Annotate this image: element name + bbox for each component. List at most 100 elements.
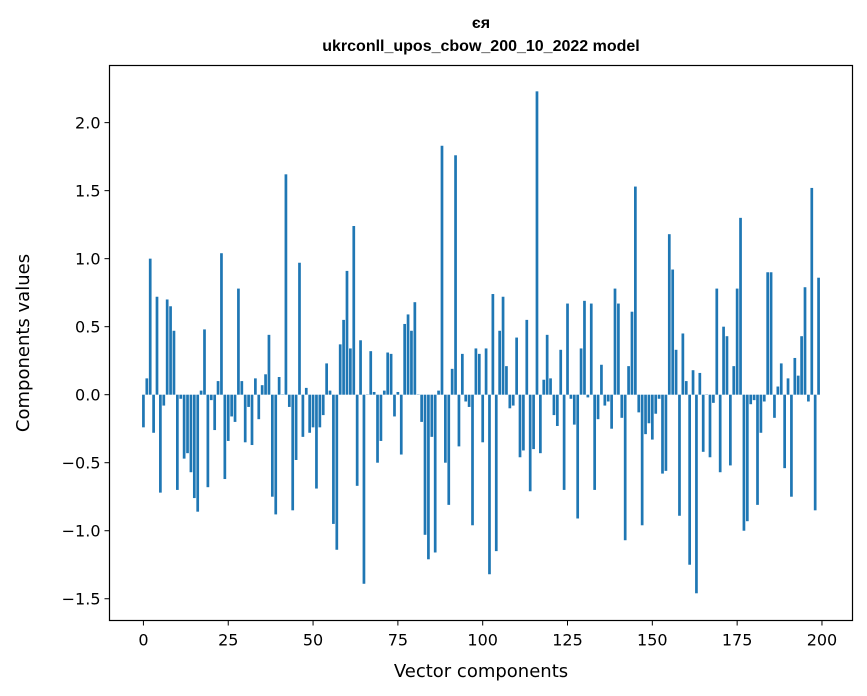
bar [471,394,474,526]
bar [427,394,430,560]
bar [257,394,261,420]
plot-frame [108,64,854,622]
bar [722,326,725,395]
x-tick-label: 200 [807,631,838,650]
bar [477,353,481,395]
bar [698,372,702,395]
bar [447,394,451,505]
bar [545,334,549,395]
bar [349,348,352,395]
bar [745,394,749,522]
bar [216,381,220,395]
bar [467,394,471,407]
bar [742,394,746,531]
bar [542,379,546,395]
y-tick-label: −1.0 [62,522,101,541]
bar [460,353,464,395]
bar [359,340,362,395]
bar [315,394,318,489]
bar [596,394,600,420]
bar [488,394,491,575]
x-tick-label: 25 [218,631,238,650]
bar [209,394,213,401]
bar [145,378,149,395]
bar [223,394,227,480]
bar [817,277,820,395]
bar [233,394,237,422]
bar [298,262,301,395]
bar [539,394,542,454]
bar [786,378,790,395]
bar [203,329,206,395]
bar [230,394,233,417]
bar [406,314,410,395]
bar [773,394,776,418]
bar [579,348,583,395]
y-tick-label: −1.5 [62,590,101,609]
bar [464,394,468,402]
bar [769,272,773,395]
bar [718,394,722,473]
bar [277,377,281,395]
bar [695,394,698,594]
bar [474,348,478,395]
y-axis-label: Components values [13,254,34,432]
bar [511,394,515,406]
bar [196,394,200,512]
bar [142,394,145,428]
bar [250,394,254,446]
bar [535,91,539,395]
bar [270,394,274,497]
bar [606,394,610,402]
bar [674,349,678,395]
y-axis-ticks: −1.5 −1.0 −0.5 0.0 0.5 1.0 1.5 2.0 [62,114,110,609]
bar [712,394,715,403]
bar [396,391,400,395]
bar [515,337,518,395]
bar [182,394,186,459]
bar [321,394,325,416]
bar [450,368,454,395]
chart-title: єя [472,15,490,32]
bar [684,381,688,395]
bar [430,394,434,437]
bar [172,330,176,395]
bar [528,394,532,492]
bar [759,394,763,433]
bar [254,378,257,395]
bar [647,394,651,424]
bar [304,387,308,395]
bar [532,394,535,450]
bar [169,306,172,395]
bar [667,234,671,395]
bar [376,394,379,463]
bar [637,394,641,413]
bar [413,302,417,395]
bar [393,394,396,417]
bar [328,390,332,395]
bar [678,394,681,516]
bar [779,363,783,395]
bar [264,374,267,395]
bar [308,394,312,433]
bar [518,394,522,458]
bar [284,174,288,395]
bar [664,394,668,471]
bar [318,394,322,428]
bar [220,253,223,395]
bar [505,366,508,395]
chart-subtitle: ukrconll_upos_cbow_200_10_2022 model [322,38,639,55]
bar [311,394,315,428]
y-tick-label: 1.5 [75,182,100,201]
bar [640,394,644,526]
bar [389,353,393,395]
bar [267,334,271,395]
bar [620,394,624,418]
bar [766,272,770,395]
bar [152,394,155,433]
bar [325,363,328,395]
bar [627,366,630,395]
bar [260,385,264,395]
